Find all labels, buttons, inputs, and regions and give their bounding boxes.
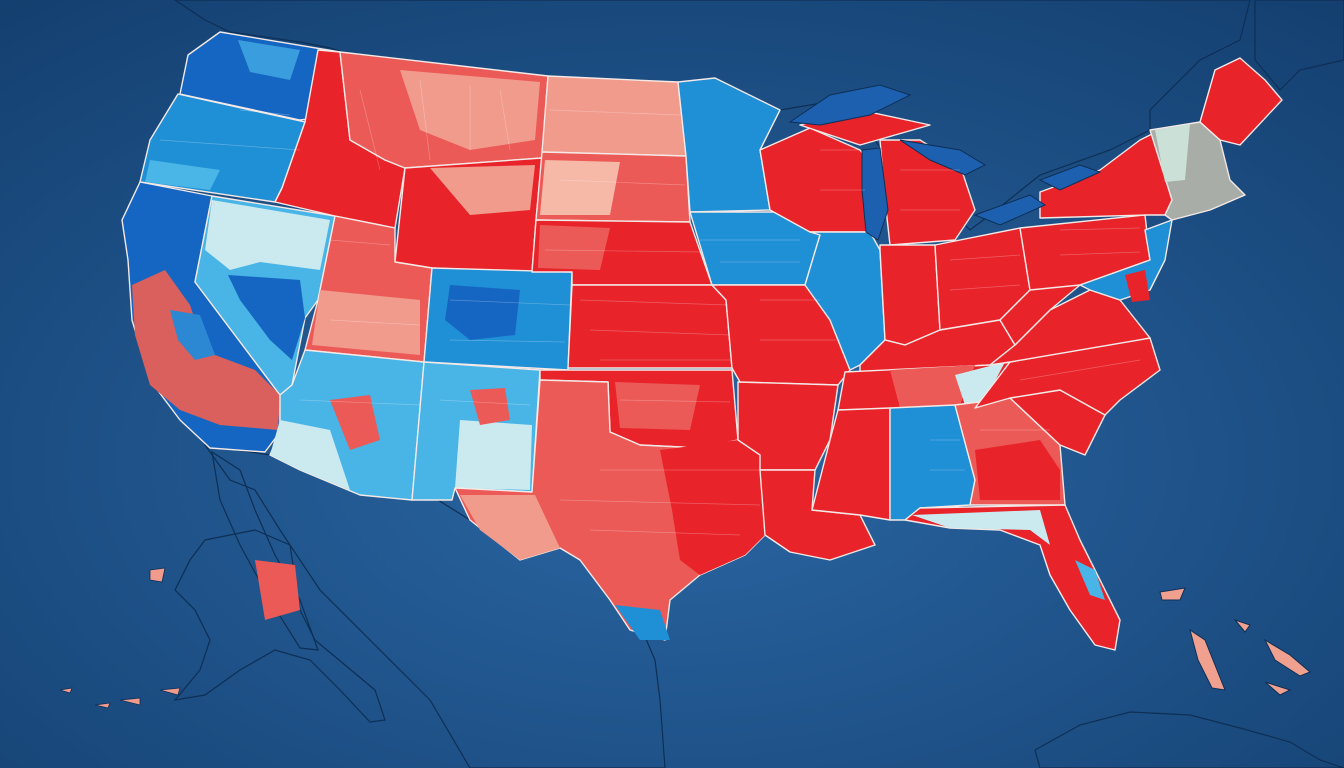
oklahoma-light	[615, 382, 700, 430]
kansas	[567, 284, 733, 369]
north-dakota	[541, 75, 687, 157]
montana-pale	[400, 70, 540, 150]
caribbean-islands	[1159, 587, 1311, 696]
texas-deep-red	[660, 440, 765, 575]
indiana	[879, 244, 941, 346]
texas-blue-coast	[615, 605, 670, 640]
alaska-deep	[255, 560, 300, 620]
maine	[1199, 57, 1283, 146]
tennessee-pale	[955, 362, 1005, 405]
aleutian-islands	[59, 567, 181, 709]
tennessee-light	[890, 365, 975, 408]
baja-peninsula	[211, 450, 319, 651]
county-borders	[159, 79, 1141, 536]
florida-pale	[912, 510, 1050, 545]
california-blue-patch	[170, 310, 215, 360]
illinois	[804, 231, 886, 371]
new-mexico-pale	[455, 420, 532, 490]
north-carolina	[974, 337, 1161, 416]
florida	[904, 504, 1121, 651]
nevada-pale	[205, 200, 330, 270]
canada-east	[1254, 0, 1344, 91]
south-dakota-pale	[540, 160, 620, 215]
cuba	[1034, 711, 1344, 768]
colorado-deep	[445, 285, 520, 340]
great-lakes	[788, 84, 1102, 241]
arizona-pale	[270, 420, 350, 490]
florida-blue-strip	[1075, 560, 1105, 600]
alaska	[173, 529, 386, 723]
new-england-pale	[1155, 124, 1190, 182]
louisiana	[759, 469, 876, 561]
new-mexico-red	[470, 388, 510, 425]
oregon-pale	[145, 160, 220, 190]
washington-blue-light	[238, 40, 300, 80]
wyoming-pale	[430, 165, 535, 215]
utah-light	[312, 290, 420, 355]
new-jersey-maryland	[1079, 219, 1173, 301]
georgia-deep	[975, 440, 1060, 500]
nebraska-light	[538, 225, 610, 270]
delaware-red	[1125, 270, 1150, 302]
nevada-blue	[228, 275, 305, 360]
arizona-red	[330, 395, 380, 450]
texas-pale	[460, 495, 560, 560]
